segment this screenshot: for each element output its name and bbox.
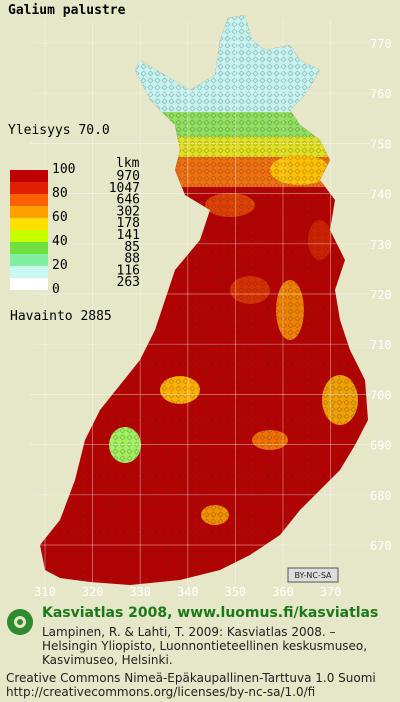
legend-swatch	[10, 218, 48, 230]
y-coord-label: 740	[370, 188, 392, 202]
license-line: http://creativecommons.org/licenses/by-n…	[6, 685, 315, 699]
license-line: Creative Commons Nimeä-Epäkaupallinen-Ta…	[6, 671, 376, 685]
count: 88	[124, 252, 140, 267]
count: 263	[117, 275, 140, 290]
footer-heading: Kasviatlas 2008, www.luomus.fi/kasviatla…	[42, 605, 378, 621]
count-header: lkm	[116, 156, 140, 171]
citation-line: Helsingin Yliopisto, Luonnontieteellinen…	[42, 639, 367, 653]
legend-swatch	[10, 242, 48, 254]
citation-line: Kasvimuseo, Helsinki.	[42, 653, 173, 667]
y-coord-label: 700	[370, 388, 392, 402]
x-coord-label: 320	[82, 585, 104, 599]
species-title: Galium palustre	[8, 3, 126, 18]
count: 116	[117, 263, 140, 278]
scale-label: 80	[52, 186, 68, 201]
legend-swatch	[10, 194, 48, 206]
frequency: Yleisyys 70.0	[8, 123, 110, 138]
y-coord-label: 710	[370, 338, 392, 352]
x-coord-label: 330	[129, 585, 151, 599]
x-coord-label: 340	[177, 585, 199, 599]
count: 302	[117, 204, 140, 219]
x-coord-label: 310	[34, 585, 56, 599]
y-coord-label: 730	[370, 238, 392, 252]
scale-label: 0	[52, 282, 60, 297]
legend: 100 80 60 40 20 0 lkm9701047646302178141858811…	[10, 156, 140, 297]
logo	[7, 609, 33, 635]
legend-swatch	[10, 278, 48, 290]
scale-label: 40	[52, 234, 68, 249]
legend-swatch	[10, 254, 48, 266]
y-coord-label: 760	[370, 87, 392, 101]
y-coord-label: 770	[370, 37, 392, 51]
count: 85	[124, 240, 140, 255]
x-coord-label: 350	[225, 585, 247, 599]
license-badge: BY-NC-SA	[294, 571, 332, 580]
x-coord-label: 360	[272, 585, 294, 599]
y-coord-label: 720	[370, 288, 392, 302]
footer-text: Lampinen, R. & Lahti, T. 2009: Kasviatla…	[6, 625, 376, 699]
finland-map	[40, 15, 368, 585]
count: 970	[117, 169, 140, 184]
y-coord-label: 750	[370, 137, 392, 151]
x-coord-label: 370	[320, 585, 342, 599]
map-grid: 770 760 750 740 730 720 710 700 690 680 670 310 320 3…	[30, 20, 392, 599]
y-coord-label: 690	[370, 439, 392, 453]
count: 141	[117, 228, 140, 243]
scale-label: 20	[52, 258, 68, 273]
y-coord-label: 670	[370, 539, 392, 553]
legend-swatch	[10, 206, 48, 218]
citation-line: Lampinen, R. & Lahti, T. 2009: Kasviatla…	[42, 625, 336, 639]
count: 178	[117, 216, 140, 231]
scale-label: 100	[52, 162, 75, 177]
legend-swatch	[10, 230, 48, 242]
observations: Havainto 2885	[10, 309, 112, 324]
scale-label: 60	[52, 210, 68, 225]
count: 646	[117, 193, 140, 208]
legend-swatch	[10, 266, 48, 278]
legend-swatch	[10, 170, 48, 182]
count: 1047	[109, 181, 140, 196]
license-badge-box	[287, 567, 339, 583]
legend-swatch	[10, 182, 48, 194]
y-coord-label: 680	[370, 489, 392, 503]
